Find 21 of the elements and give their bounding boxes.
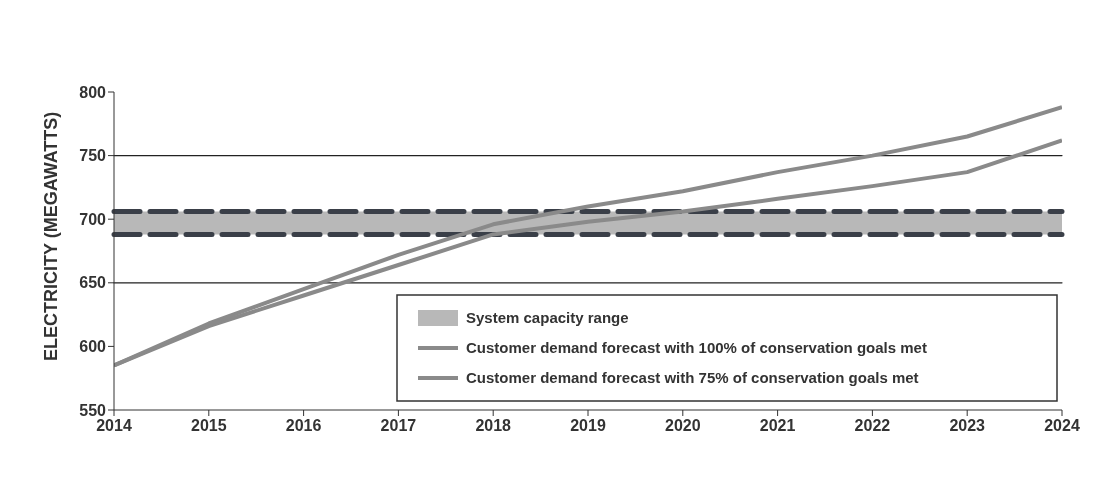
x-tick-label: 2017 xyxy=(380,417,417,435)
y-tick-label: 750 xyxy=(79,147,107,165)
x-tick-label: 2021 xyxy=(759,417,796,435)
x-tick-label: 2024 xyxy=(1044,417,1080,435)
y-tick-label: 550 xyxy=(79,401,107,419)
y-axis-title: ELECTRICITY (MEGAWATTS) xyxy=(41,111,62,361)
legend-label: Customer demand forecast with 75% of conservation goals met xyxy=(466,369,919,386)
legend-label: System capacity range xyxy=(466,309,629,326)
legend-label: Customer demand forecast with 100% of conservation goals met xyxy=(466,339,927,356)
y-tick-label: 650 xyxy=(79,274,107,292)
x-tick-label: 2014 xyxy=(96,417,132,435)
x-tick-label: 2020 xyxy=(665,417,701,435)
x-tick-label: 2015 xyxy=(191,417,227,435)
x-tick-label: 2023 xyxy=(949,417,986,435)
x-tick-label: 2022 xyxy=(854,417,891,435)
y-tick-label: 600 xyxy=(79,338,107,356)
x-tick-label: 2016 xyxy=(285,417,322,435)
x-tick-label: 2019 xyxy=(570,417,606,435)
y-tick-label: 800 xyxy=(79,83,107,101)
y-tick-label: 700 xyxy=(79,210,107,228)
x-tick-label: 2018 xyxy=(475,417,512,435)
